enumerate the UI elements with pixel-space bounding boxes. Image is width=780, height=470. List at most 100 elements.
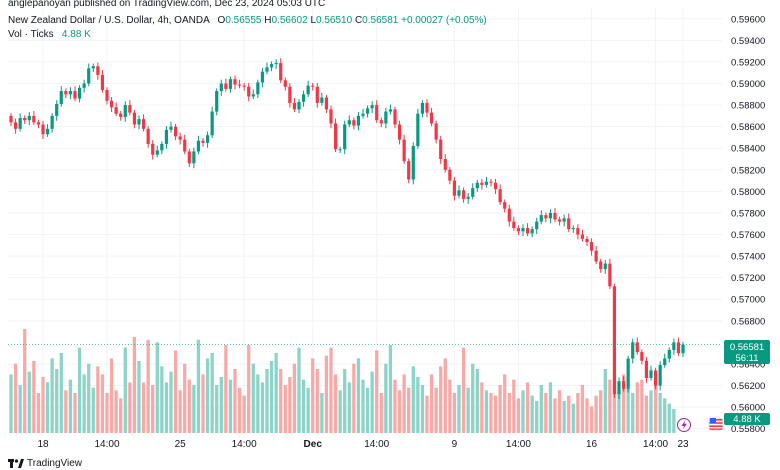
volume-tag: 4.88 K: [724, 413, 770, 425]
volume-bar: [13, 363, 18, 433]
flag-us-icon[interactable]: [708, 416, 724, 432]
candle: [567, 213, 571, 232]
candle: [73, 86, 77, 102]
candle: [333, 118, 338, 153]
volume-bar: [119, 398, 123, 433]
candle: [384, 107, 388, 129]
volume-bar: [173, 350, 178, 433]
candle: [411, 142, 415, 185]
volume-bar: [562, 401, 566, 433]
candle: [420, 100, 425, 118]
candle: [36, 119, 41, 129]
candle: [64, 88, 68, 99]
y-tick-label: 0.56200: [731, 381, 765, 392]
volume-bar: [237, 387, 242, 433]
candle: [87, 63, 91, 87]
y-tick-label: 0.57400: [731, 252, 765, 263]
candle: [585, 236, 589, 246]
last-price-value: 0.56581: [730, 342, 764, 353]
volume-bar: [256, 374, 260, 433]
volume-bar: [416, 377, 420, 433]
candle: [201, 137, 205, 147]
y-tick-label: 0.56000: [731, 403, 765, 414]
publisher-bar: anglepanoyan published on TradingView.co…: [0, 0, 780, 14]
chart-grid: [8, 8, 722, 433]
y-tick-label: 0.58400: [731, 144, 765, 155]
volume-bar: [402, 374, 406, 433]
volume-bar: [306, 387, 310, 433]
volume-bar: [283, 385, 287, 433]
volume-bar: [434, 387, 438, 433]
candle: [288, 82, 292, 108]
candle: [397, 120, 402, 145]
volume-bar: [64, 390, 68, 433]
volume-bar: [448, 379, 452, 433]
candle: [434, 120, 438, 144]
y-tick-label: 0.56400: [731, 359, 765, 370]
tradingview-logo[interactable]: TradingView: [8, 458, 82, 469]
candle: [530, 226, 534, 238]
volume-bar: [498, 385, 502, 433]
volume-bar: [137, 361, 141, 433]
candle: [343, 120, 347, 155]
volume-bar: [347, 382, 351, 433]
volume-bar: [18, 385, 22, 433]
candle: [379, 117, 383, 128]
time-axis[interactable]: 18 14:00 25 14:00 Dec 14:00 9 14:00 16 14:00 23: [37, 439, 689, 450]
volume-bar: [274, 353, 278, 433]
candle: [603, 259, 607, 274]
candle: [247, 82, 251, 102]
volume-bar: [32, 361, 36, 433]
volume-bar: [589, 406, 594, 433]
x-tick-label: 9: [452, 439, 458, 450]
candle: [77, 85, 82, 103]
volume-bar: [128, 382, 132, 433]
candle: [205, 131, 210, 148]
candle: [228, 76, 233, 93]
y-tick-label: 0.57800: [731, 208, 765, 219]
volume-bar: [27, 371, 31, 433]
candle: [429, 107, 434, 127]
volume-bar: [187, 379, 191, 433]
low-label: L: [310, 15, 316, 26]
volume-bar: [279, 369, 283, 433]
candle: [215, 88, 219, 116]
volume-bar: [530, 395, 534, 433]
candle: [50, 113, 54, 133]
volume-bar: [365, 387, 370, 433]
y-tick-label: 0.58000: [731, 187, 765, 198]
candle: [132, 109, 137, 129]
candle: [169, 121, 173, 133]
volume-bar: [338, 390, 342, 433]
candle: [109, 96, 114, 113]
candle: [471, 183, 475, 200]
x-tick-label: 25: [175, 439, 187, 450]
volume-bar: [576, 393, 580, 433]
volume-bar: [315, 369, 319, 433]
y-tick-label: 0.59600: [731, 14, 765, 25]
candle: [672, 338, 676, 355]
y-tick-label: 0.55800: [731, 424, 765, 435]
candle: [219, 79, 223, 96]
high-label: H: [264, 15, 272, 26]
x-tick-label: 14:00: [643, 439, 668, 450]
volume-row: Vol · Ticks 4.88 K: [8, 28, 487, 42]
candle: [151, 140, 155, 160]
candle: [315, 82, 319, 108]
chart-legend[interactable]: New Zealand Dollar / U.S. Dollar, 4h, OA…: [8, 14, 487, 42]
candle: [562, 214, 566, 227]
volume-bar: [594, 395, 598, 433]
volume-bar: [178, 390, 182, 433]
volume-bar: [407, 387, 411, 433]
volume-bar: [183, 363, 187, 433]
lightning-event-icon[interactable]: [677, 418, 691, 432]
candle: [283, 77, 287, 91]
volume-bar: [242, 395, 246, 433]
y-tick-label: 0.59400: [731, 36, 765, 47]
volume-bar: [608, 379, 612, 433]
low-value: 0.56510: [316, 15, 353, 26]
candle: [475, 180, 479, 192]
volume-bar: [105, 393, 109, 433]
price-axis[interactable]: 0.59600 0.59400 0.59200 0.59000 0.58800 0.586…: [731, 14, 765, 435]
